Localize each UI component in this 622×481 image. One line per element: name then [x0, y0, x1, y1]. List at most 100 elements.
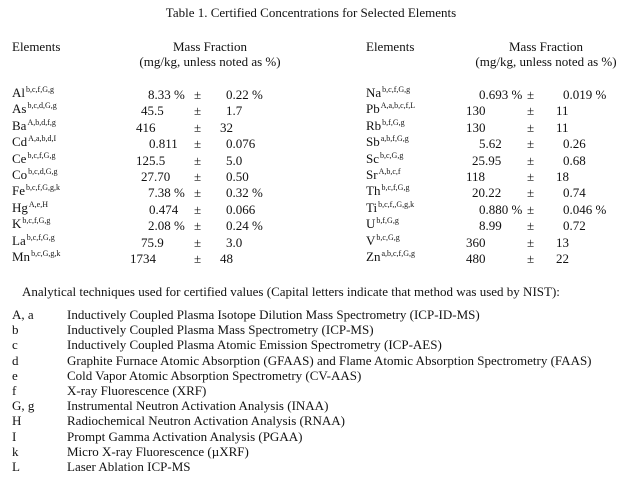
- element-symbol: Rbb,f,G,g: [366, 117, 405, 133]
- method-superscript: b,c,f,G,g: [382, 85, 411, 94]
- mass-fraction-value: 8.33 %: [148, 87, 185, 102]
- plus-minus: ±: [527, 152, 535, 168]
- element-name: Sr: [366, 167, 378, 182]
- element-name: Ba: [12, 117, 27, 133]
- uncertainty-value: 0.019 %: [563, 87, 607, 102]
- method-superscript: a,b,c,f,G,g: [381, 249, 415, 258]
- method-superscript: b,c,f,G,g,k: [26, 183, 60, 193]
- technique-code: A, a: [12, 307, 34, 322]
- element-name: Pb: [366, 101, 380, 117]
- element-name: Cd: [12, 134, 28, 150]
- element-symbol: Ceb,c,f,G,g: [12, 151, 55, 165]
- technique-name: Inductively Coupled Plasma Mass Spectrom…: [67, 322, 374, 338]
- technique-code: d: [12, 352, 19, 368]
- element-name: Sc: [366, 150, 379, 166]
- element-name: Al: [12, 85, 25, 100]
- element-symbol: Zna,b,c,f,G,g: [366, 249, 415, 264]
- method-superscript: A,a,b,d,I: [28, 134, 57, 144]
- plus-minus: ±: [527, 234, 535, 250]
- mass-fraction-value: 75.9: [141, 234, 164, 250]
- mass-fraction-value: 8.99: [479, 218, 502, 234]
- plus-minus: ±: [527, 185, 535, 201]
- plus-minus: ±: [527, 87, 535, 102]
- element-name: U: [366, 216, 376, 232]
- mass-fraction-value: 480: [466, 251, 486, 266]
- element-name: La: [12, 232, 26, 248]
- element-symbol: Thb,c,f,G,g: [366, 183, 409, 199]
- method-superscript: b,f,G,g: [382, 117, 405, 127]
- element-symbol: Asb,c,d,G,g: [12, 101, 57, 117]
- element-name: Co: [12, 167, 28, 182]
- element-name: Ti: [366, 199, 378, 215]
- plus-minus: ±: [194, 119, 202, 135]
- uncertainty-value: 1.7: [226, 103, 243, 119]
- element-symbol: Alb,c,f,G,g: [12, 85, 54, 100]
- plus-minus: ±: [194, 87, 202, 102]
- element-symbol: HgA,e,H: [12, 199, 48, 215]
- uncertainty-value: 0.22 %: [226, 87, 263, 102]
- uncertainty-value: 18: [556, 169, 569, 184]
- technique-name: Micro X-ray Fluorescence (µXRF): [67, 443, 249, 459]
- element-symbol: Lab,c,f,G,g: [12, 232, 55, 248]
- method-superscript: a,b,f,G,g: [380, 134, 409, 144]
- uncertainty-value: 32: [220, 119, 233, 135]
- plus-minus: ±: [527, 169, 535, 184]
- mass-fraction-value: 0.880 %: [479, 201, 523, 217]
- element-symbol: PbA,a,b,c,f,L: [366, 101, 415, 117]
- plus-minus: ±: [527, 103, 535, 119]
- left-mass-fraction-header: Mass Fraction: [172, 39, 248, 54]
- element-name: Sb: [366, 134, 380, 150]
- plus-minus: ±: [194, 234, 202, 250]
- element-name: Fe: [12, 183, 25, 199]
- uncertainty-value: 22: [556, 251, 569, 266]
- element-name: Hg: [12, 199, 28, 215]
- method-superscript: A,b,c,f: [378, 167, 401, 176]
- method-superscript: b,c,G,g: [380, 150, 404, 160]
- method-superscript: A,b,d,f,g: [27, 117, 56, 127]
- uncertainty-value: 0.50: [226, 169, 249, 184]
- right-units-header: (mg/kg, unless noted as %): [475, 54, 617, 69]
- technique-name: Inductively Coupled Plasma Atomic Emissi…: [67, 337, 442, 353]
- element-name: Zn: [366, 249, 381, 264]
- mass-fraction-value: 5.62: [479, 136, 502, 152]
- technique-code: G, g: [12, 398, 35, 414]
- mass-fraction-value: 20.22: [472, 185, 502, 201]
- plus-minus: ±: [194, 201, 202, 217]
- element-name: As: [12, 101, 27, 117]
- plus-minus: ±: [194, 136, 202, 152]
- mass-fraction-value: 125.5: [136, 152, 166, 168]
- plus-minus: ±: [527, 251, 535, 266]
- technique-code: b: [12, 322, 19, 338]
- mass-fraction-value: 0.811: [149, 136, 178, 152]
- element-name: V: [366, 232, 376, 248]
- mass-fraction-value: 45.5: [141, 103, 164, 119]
- plus-minus: ±: [527, 136, 535, 152]
- plus-minus: ±: [194, 218, 202, 234]
- element-symbol: Feb,c,f,G,g,k: [12, 183, 60, 199]
- element-symbol: Ub,f,G,g: [366, 216, 399, 232]
- uncertainty-value: 0.74: [563, 185, 586, 201]
- plus-minus: ±: [194, 152, 202, 168]
- uncertainty-value: 0.26: [563, 136, 586, 152]
- element-name: Rb: [366, 117, 382, 133]
- method-superscript: b,c,f,G,g: [26, 85, 54, 94]
- plus-minus: ±: [527, 119, 535, 135]
- uncertainty-value: 48: [220, 251, 233, 266]
- uncertainty-value: 13: [556, 234, 569, 250]
- element-name: Th: [366, 183, 381, 199]
- mass-fraction-value: 118: [466, 169, 486, 184]
- element-symbol: Kb,c,f,G,g: [12, 217, 50, 231]
- element-symbol: Mnb,c,G,g,k: [12, 250, 60, 264]
- uncertainty-value: 0.72: [563, 218, 586, 234]
- technique-name: Cold Vapor Atomic Absorption Spectrometr…: [67, 367, 362, 383]
- mass-fraction-value: 130: [466, 119, 486, 135]
- element-symbol: Vb,c,G,g: [366, 232, 400, 248]
- mass-fraction-value: 0.474: [149, 201, 179, 217]
- element-symbol: Scb,c,G,g: [366, 150, 404, 166]
- technique-code: e: [12, 367, 18, 383]
- element-symbol: Nab,c,f,G,g: [366, 85, 411, 100]
- mass-fraction-value: 27.70: [141, 169, 171, 184]
- mass-fraction-value: 25.95: [472, 152, 502, 168]
- mass-fraction-value: 416: [136, 119, 156, 135]
- mass-fraction-value: 130: [466, 103, 486, 119]
